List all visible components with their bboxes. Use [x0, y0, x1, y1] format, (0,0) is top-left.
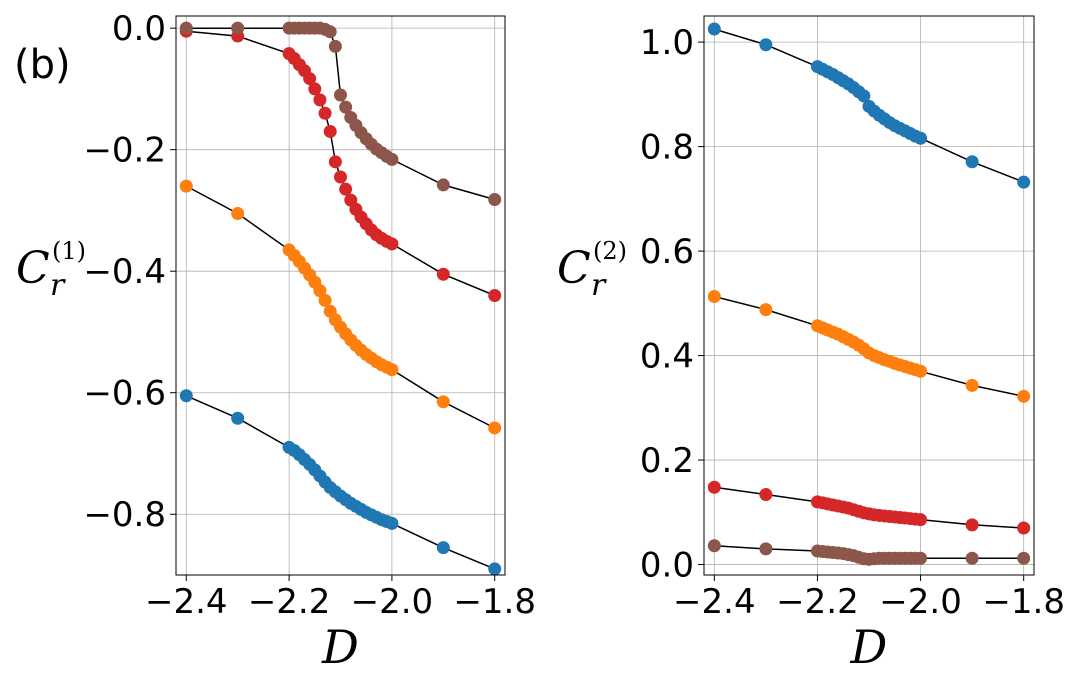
chart-1-ytick-label-1: 0.2	[640, 441, 694, 481]
chart-1-ylabel-sup: (2)	[593, 237, 627, 265]
chart-1-ylabel-sub: r	[591, 268, 607, 303]
chart-1-xlabel: D	[850, 620, 888, 674]
chart-0-point-brown-10	[323, 25, 337, 39]
chart-0-ytick-label-4: −0.8	[83, 495, 166, 535]
chart-0-ytick-label-1: −0.2	[83, 131, 166, 171]
chart-0-ytick-label-2: −0.4	[83, 252, 166, 292]
chart-1-ytick-label-4: 0.8	[640, 128, 694, 168]
chart-0-point-red-8	[313, 93, 327, 107]
chart-0-point-brown-22	[385, 152, 399, 166]
chart-0-xtick-label-3: −1.8	[453, 582, 536, 622]
chart-1-point-orange-23	[965, 378, 979, 392]
chart-0-point-brown-0	[179, 21, 193, 35]
chart-0-ylabel-base: C	[16, 243, 50, 294]
chart-0-point-brown-13	[339, 100, 353, 114]
chart-0-xtick-label-2: −2.0	[351, 582, 434, 622]
chart-1-point-brown-23	[965, 551, 979, 565]
chart-1-point-blue-11	[857, 89, 871, 103]
chart-0-point-brown-11	[328, 39, 342, 53]
chart-1-point-red-22	[914, 513, 928, 527]
chart-0-point-red-9	[318, 106, 332, 120]
chart-0-point-orange-9	[318, 293, 332, 307]
chart-1-axes-frame	[703, 15, 1035, 576]
chart-1-point-orange-24	[1017, 389, 1031, 403]
chart-1-point-brown-0	[707, 539, 721, 553]
chart-1-point-red-24	[1017, 521, 1031, 535]
chart-0-point-orange-8	[313, 284, 327, 298]
chart-0-series-line-orange	[185, 185, 496, 429]
chart-1-point-brown-22	[914, 551, 928, 565]
chart-0-point-red-23	[436, 267, 450, 281]
chart-0-point-orange-1	[231, 206, 245, 220]
chart-0-ytick-label-3: −0.6	[83, 374, 166, 414]
chart-1-point-blue-0	[707, 22, 721, 36]
chart-0-point-blue-24	[488, 562, 502, 576]
chart-1-ytick-label-0: 0.0	[640, 546, 694, 586]
chart-0-ytick-label-0: 0.0	[112, 9, 166, 49]
chart-0-point-red-13	[339, 182, 353, 196]
chart-0-point-brown-23	[436, 178, 450, 192]
chart-1-point-blue-24	[1017, 175, 1031, 189]
chart-0-xtick-label-0: −2.4	[145, 582, 228, 622]
chart-0-xtick-label-1: −2.2	[248, 582, 331, 622]
chart-1-point-blue-22	[914, 131, 928, 145]
chart-1-point-orange-1	[759, 303, 773, 317]
chart-1-point-red-1	[759, 488, 773, 502]
chart-1-ylabel-base: C	[557, 243, 591, 294]
chart-0-axes-frame	[175, 15, 506, 576]
chart-1-point-red-0	[707, 480, 721, 494]
chart-0-point-blue-23	[436, 541, 450, 555]
chart-1-xtick-label-3: −1.8	[982, 582, 1065, 622]
chart-0-point-brown-1	[231, 21, 245, 35]
chart-0-point-brown-12	[334, 88, 347, 102]
chart-0-point-orange-24	[488, 421, 502, 435]
chart-0-point-red-6	[303, 72, 317, 86]
chart-1-ytick-label-3: 0.6	[640, 232, 694, 272]
chart-1-ytick-label-5: 1.0	[640, 23, 694, 63]
chart-0-point-blue-1	[231, 411, 245, 425]
chart-0-point-orange-0	[179, 179, 193, 193]
chart-1-ytick-label-2: 0.4	[640, 337, 694, 377]
chart-left: −2.4 −2.2 −2.0 −1.8 0.0 −0.2 −0.4 −0.6 −0.8 D C (1)…	[16, 9, 536, 674]
chart-0-ylabel-sup: (1)	[52, 237, 86, 265]
chart-0-point-orange-23	[436, 395, 450, 409]
chart-0-point-red-10	[323, 124, 337, 138]
chart-0-point-red-22	[385, 237, 399, 251]
chart-0-xlabel: D	[321, 620, 359, 674]
chart-1-point-red-23	[965, 518, 979, 532]
chart-0-point-blue-0	[179, 389, 193, 403]
chart-1-xtick-label-1: −2.2	[776, 582, 859, 622]
chart-0-point-red-7	[308, 82, 322, 96]
chart-1-point-blue-23	[965, 155, 979, 169]
chart-0-point-red-11	[328, 155, 342, 169]
chart-0-point-red-12	[334, 170, 347, 184]
chart-1-point-blue-1	[759, 38, 773, 52]
chart-1-point-orange-0	[707, 290, 721, 304]
chart-1-point-orange-22	[914, 364, 928, 378]
chart-0-point-blue-22	[385, 516, 399, 530]
chart-1-point-brown-1	[759, 542, 773, 556]
chart-0-point-brown-24	[488, 192, 502, 206]
chart-0-point-orange-22	[385, 363, 399, 377]
chart-0-point-red-24	[488, 289, 502, 302]
panel-label: (b)	[14, 42, 71, 88]
chart-1-point-brown-24	[1017, 551, 1031, 565]
chart-right: −2.4 −2.2 −2.0 −1.8 0.0 0.2 0.4 0.6 0.8 1.0 D C (2) r	[557, 15, 1065, 674]
chart-0-ylabel-sub: r	[50, 268, 66, 303]
chart-1-xtick-label-2: −2.0	[879, 582, 962, 622]
chart-1-xtick-label-0: −2.4	[673, 582, 756, 622]
